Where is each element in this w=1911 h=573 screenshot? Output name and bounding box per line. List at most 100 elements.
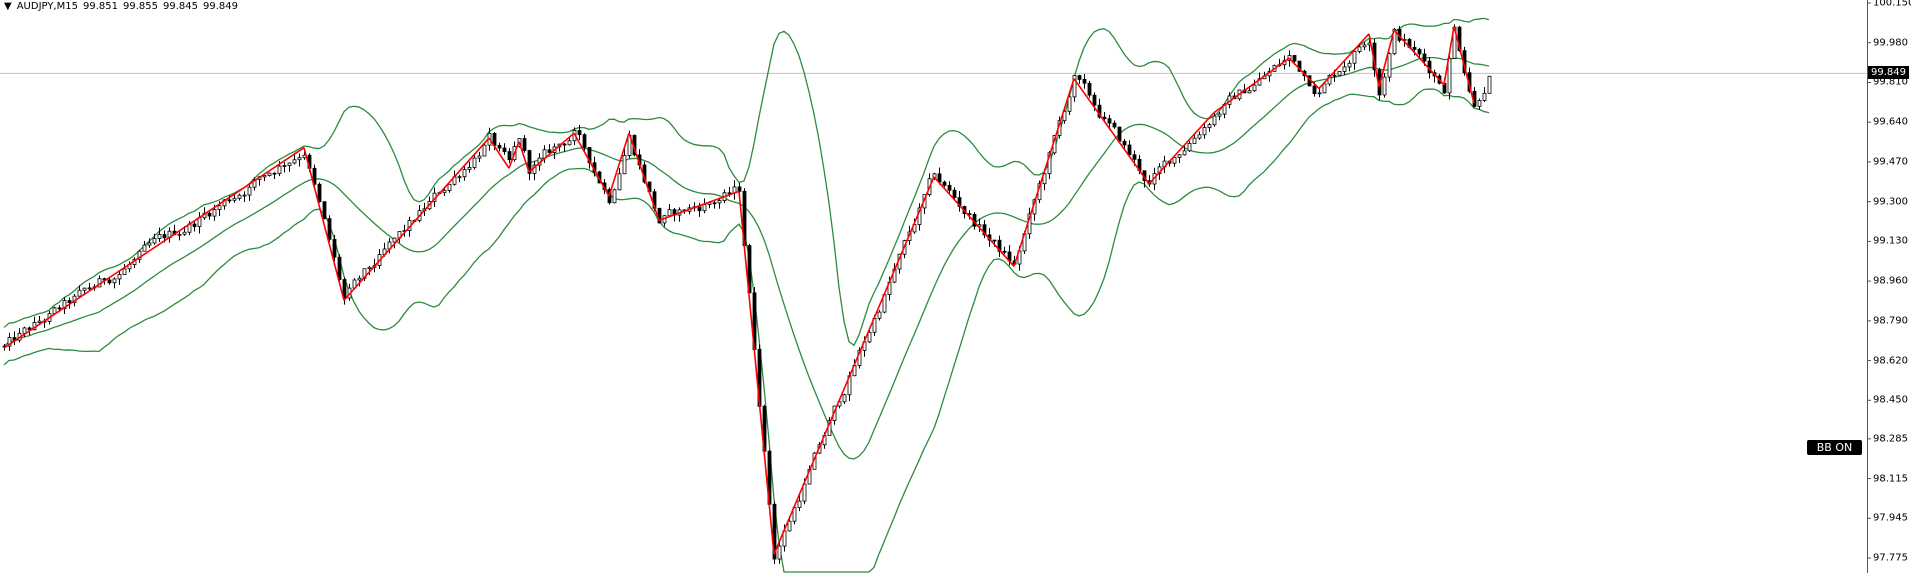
zigzag-segment: [488, 137, 510, 169]
candle-body: [1357, 46, 1362, 52]
candle-body: [547, 149, 552, 153]
candle: [1177, 154, 1182, 164]
candle: [502, 143, 507, 155]
candle-body: [457, 176, 462, 179]
candle-body: [67, 300, 72, 304]
candle: [357, 275, 362, 287]
candle-body: [262, 175, 267, 178]
candle: [1447, 53, 1452, 100]
candle-body: [1252, 84, 1257, 92]
candle-body: [697, 206, 702, 212]
candle: [262, 175, 267, 182]
candle: [797, 494, 802, 512]
candle-body: [932, 173, 937, 180]
zigzag-segment: [628, 132, 660, 221]
candle: [1482, 87, 1487, 103]
candle-body: [1352, 51, 1357, 64]
price-tick-label: 98.620: [1873, 355, 1908, 367]
candle-body: [1387, 53, 1392, 78]
candle-body: [107, 279, 112, 284]
candle: [1252, 79, 1257, 92]
price-tick-label: 97.775: [1873, 552, 1908, 564]
candle-body: [507, 151, 512, 161]
candle-body: [712, 202, 717, 205]
candle: [1067, 95, 1072, 116]
candle-body: [112, 278, 117, 284]
candle-body: [1422, 53, 1427, 62]
candle: [662, 215, 667, 227]
candle-body: [442, 190, 447, 194]
zigzag-segment: [518, 141, 530, 173]
zigzag-segment: [608, 132, 630, 197]
bb-toggle-button[interactable]: BB ON: [1807, 440, 1862, 455]
candle-body: [777, 545, 782, 560]
candle-body: [1322, 83, 1327, 94]
candle-body: [1417, 49, 1422, 55]
candle: [732, 180, 737, 200]
candle: [1472, 87, 1477, 108]
zigzag-segment: [1368, 33, 1380, 88]
candle-body: [477, 155, 482, 159]
candle: [612, 188, 617, 204]
candle-body: [467, 167, 472, 171]
candle-body: [342, 279, 347, 299]
candle-body: [182, 231, 187, 235]
candle-body: [1072, 75, 1077, 98]
candle: [207, 211, 212, 220]
candle: [562, 142, 567, 152]
candle: [477, 151, 482, 162]
candle-body: [447, 183, 452, 191]
candle-body: [192, 223, 197, 227]
bb-lower-band: [3, 88, 1490, 573]
chart-header: ▼ AUDJPY,M15 99.851 99.855 99.845 99.849: [4, 1, 243, 12]
candle: [527, 149, 532, 181]
candle-body: [207, 212, 212, 217]
candle: [947, 181, 952, 194]
chart-menu-arrow-icon[interactable]: ▼: [4, 1, 12, 12]
candle: [1382, 72, 1387, 98]
zigzag-segment: [933, 176, 1015, 267]
candle-body: [1342, 66, 1347, 72]
candle-body: [1132, 154, 1137, 160]
candle-body: [797, 500, 802, 508]
candle: [237, 193, 242, 201]
bb-upper-band: [3, 17, 1490, 347]
candle-body: [312, 167, 317, 185]
zigzag-segment: [1443, 26, 1455, 85]
candle: [1182, 144, 1187, 156]
price-tick-label: 100.150: [1873, 0, 1911, 9]
candle: [1417, 47, 1422, 59]
candle: [322, 201, 327, 220]
zigzag-segment: [658, 190, 740, 222]
candle: [1162, 155, 1167, 174]
candle-body: [77, 289, 82, 297]
candle-body: [522, 138, 527, 151]
candle: [282, 162, 287, 173]
candle-body: [212, 209, 217, 217]
candle: [1002, 246, 1007, 255]
candle-body: [142, 244, 147, 252]
price-tick-label: 98.960: [1873, 275, 1908, 287]
candle-body: [1127, 144, 1132, 156]
candle: [482, 142, 487, 157]
candle: [197, 212, 202, 234]
candle: [1362, 41, 1367, 51]
candle: [472, 153, 477, 170]
candle: [1337, 70, 1342, 76]
candle: [702, 198, 707, 214]
candle: [272, 172, 277, 180]
candle: [112, 277, 117, 289]
candle-body: [877, 311, 882, 319]
candle: [932, 172, 937, 181]
candle: [12, 331, 17, 346]
candle: [777, 540, 782, 564]
candle: [507, 147, 512, 164]
candle-body: [582, 134, 587, 148]
candle-body: [1217, 113, 1222, 117]
zigzag: [3, 26, 1475, 555]
candle-body: [1117, 126, 1122, 142]
candle-body: [87, 287, 92, 290]
candle: [982, 220, 987, 239]
candle-body: [737, 186, 742, 192]
